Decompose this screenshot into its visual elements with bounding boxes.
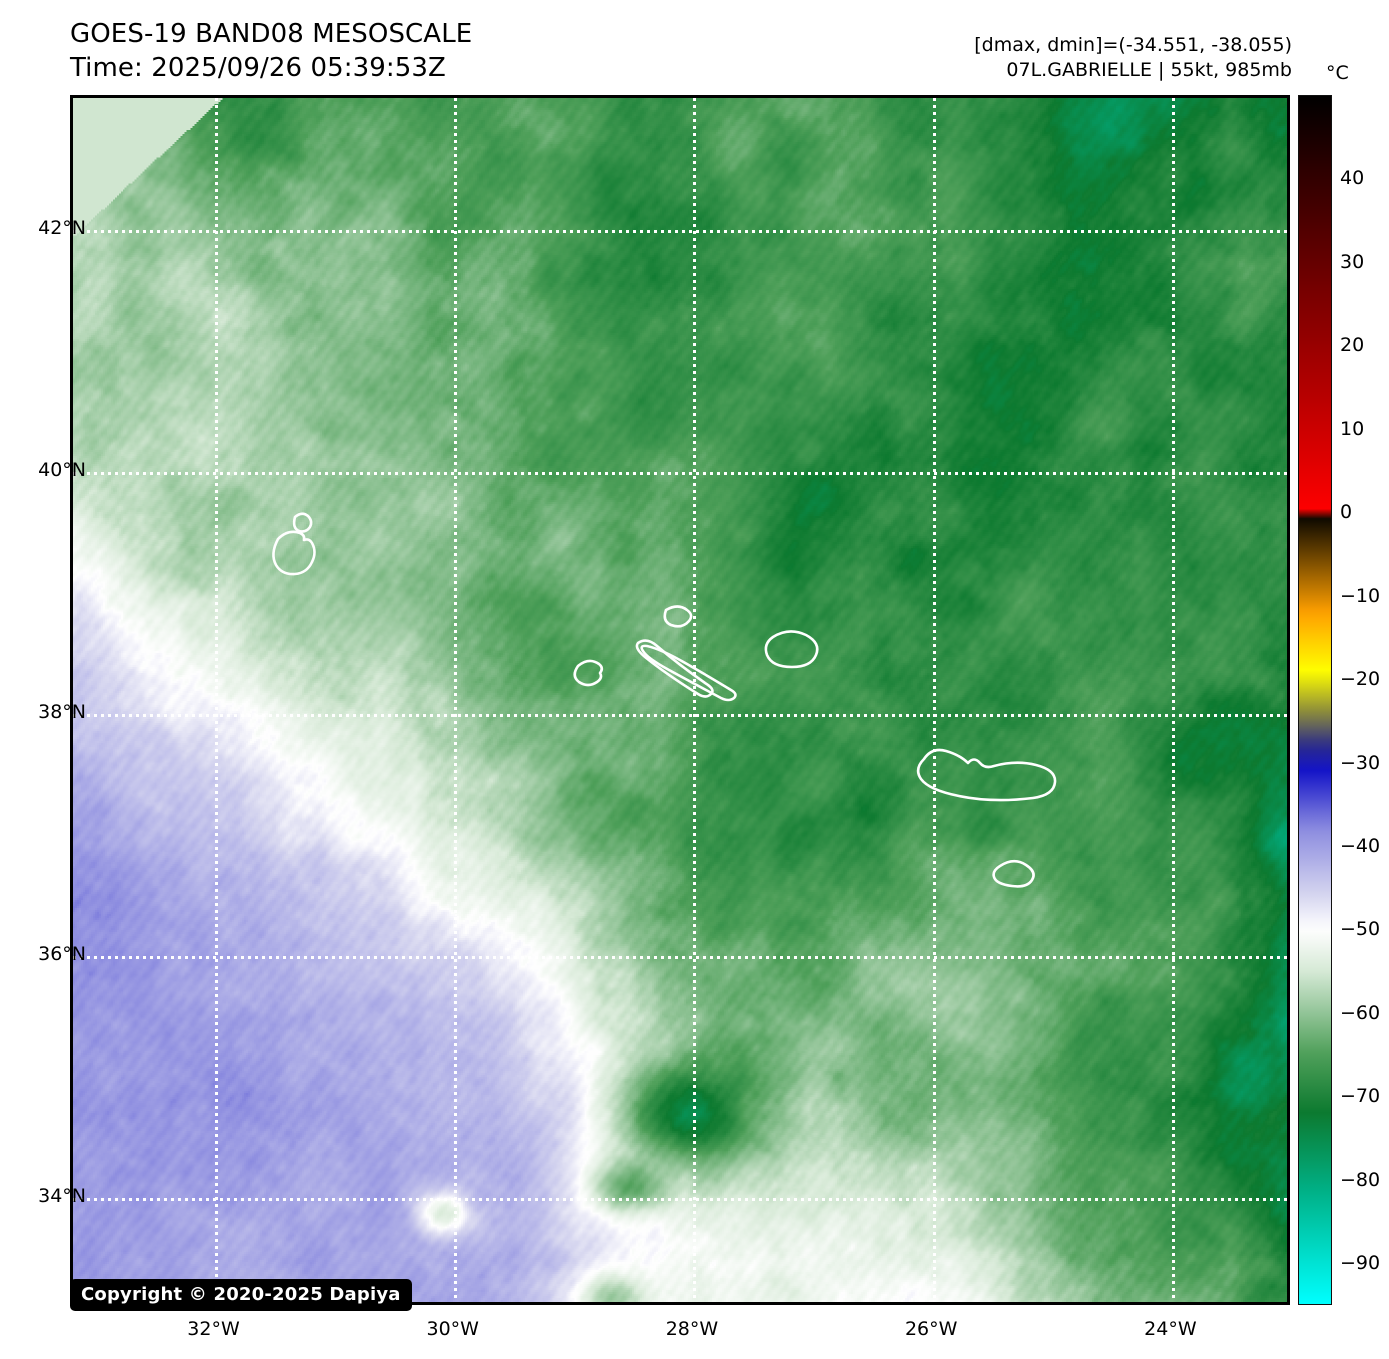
y-axis-tick-label: 40°N bbox=[38, 459, 86, 482]
x-axis-tick-label: 28°W bbox=[665, 1318, 719, 1340]
storm-info-label: 07L.GABRIELLE | 55kt, 985mb bbox=[1006, 59, 1292, 82]
colorbar-tick-label: −90 bbox=[1340, 1252, 1381, 1275]
colorbar-unit-label: °C bbox=[1326, 62, 1349, 84]
copyright-badge: Copyright © 2020-2025 Dapiya bbox=[70, 1279, 412, 1311]
colorbar-tick-label: 10 bbox=[1340, 417, 1365, 440]
y-axis-tick-label: 42°N bbox=[38, 217, 86, 240]
y-axis-tick-label: 34°N bbox=[38, 1185, 86, 1208]
x-axis-tick-label: 30°W bbox=[426, 1318, 479, 1340]
colorbar-tick-label: 0 bbox=[1340, 501, 1353, 524]
dmax-dmin-label: [dmax, dmin]=(-34.551, -38.055) bbox=[974, 34, 1292, 56]
colorbar[interactable] bbox=[1298, 95, 1332, 1305]
colorbar-tick-label: −40 bbox=[1340, 835, 1381, 858]
colorbar-tick-label: −30 bbox=[1340, 751, 1381, 774]
x-axis-tick-label: 24°W bbox=[1144, 1318, 1197, 1340]
timestamp-label: Time: 2025/09/26 05:39:53Z bbox=[70, 52, 446, 83]
x-axis-tick-label: 26°W bbox=[904, 1318, 958, 1340]
infrared-brightness-temperature-raster bbox=[73, 98, 1287, 1302]
title-block: GOES-19 BAND08 MESOSCALE Time: 2025/09/2… bbox=[70, 18, 472, 86]
colorbar-tick-label: −10 bbox=[1340, 584, 1381, 607]
colorbar-tick-label: −70 bbox=[1340, 1085, 1381, 1108]
colorbar-gradient bbox=[1299, 96, 1331, 1304]
page-title: GOES-19 BAND08 MESOSCALE bbox=[70, 19, 473, 49]
colorbar-tick-label: 20 bbox=[1340, 334, 1365, 357]
satellite-image-plot[interactable] bbox=[70, 95, 1290, 1305]
colorbar-tick-label: −80 bbox=[1340, 1168, 1381, 1191]
y-axis-tick-label: 36°N bbox=[38, 943, 86, 966]
colorbar-tick-label: 30 bbox=[1340, 250, 1365, 273]
x-axis-tick-label: 32°W bbox=[187, 1318, 240, 1340]
y-axis-tick-label: 38°N bbox=[38, 701, 86, 724]
metadata-block: [dmax, dmin]=(-34.551, -38.055) 07L.GABR… bbox=[974, 33, 1292, 84]
colorbar-tick-label: −20 bbox=[1340, 668, 1381, 691]
colorbar-tick-label: −60 bbox=[1340, 1001, 1381, 1024]
colorbar-tick-label: 40 bbox=[1340, 167, 1365, 190]
colorbar-tick-label: −50 bbox=[1340, 918, 1381, 941]
